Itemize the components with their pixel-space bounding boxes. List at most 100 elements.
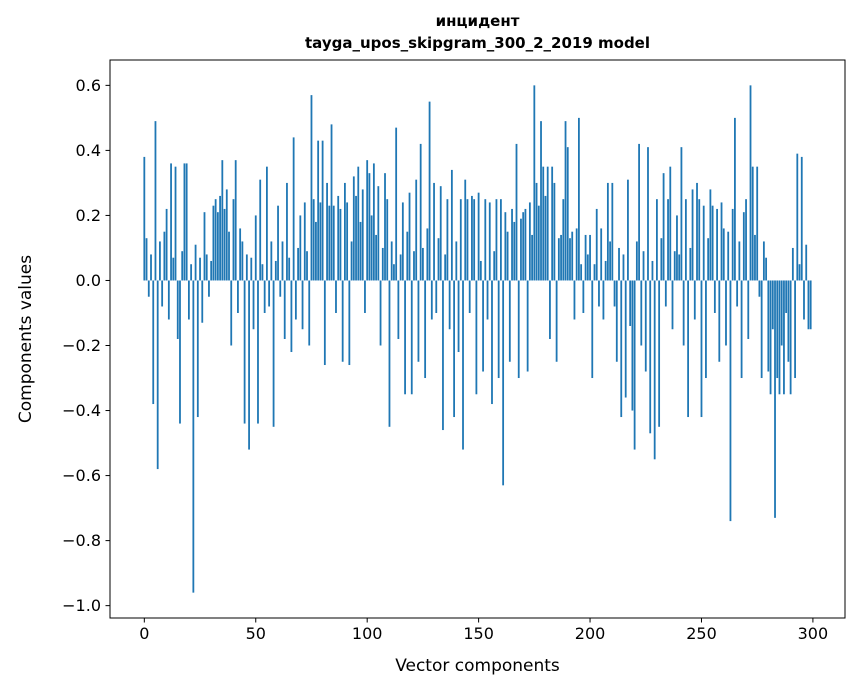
bar bbox=[778, 280, 781, 395]
bar bbox=[520, 218, 522, 281]
bar bbox=[239, 228, 242, 281]
y-tick-label: 0.6 bbox=[76, 76, 101, 95]
bar bbox=[223, 208, 226, 281]
bar bbox=[386, 199, 389, 281]
bar bbox=[791, 247, 794, 281]
bar bbox=[497, 280, 500, 379]
bar bbox=[578, 117, 580, 281]
bar bbox=[208, 280, 210, 297]
bar bbox=[292, 137, 295, 281]
bar bbox=[192, 280, 195, 593]
bar bbox=[517, 280, 520, 379]
bar bbox=[511, 208, 513, 281]
bar bbox=[196, 280, 199, 418]
bar bbox=[330, 124, 333, 281]
bar bbox=[613, 280, 616, 307]
bar bbox=[631, 280, 634, 411]
bar bbox=[219, 195, 221, 281]
bar bbox=[368, 173, 371, 281]
bar bbox=[388, 280, 391, 427]
bar bbox=[174, 166, 177, 281]
bar bbox=[551, 166, 554, 281]
bar bbox=[506, 231, 509, 281]
bar bbox=[486, 280, 489, 320]
bar bbox=[245, 254, 248, 281]
bar bbox=[326, 182, 328, 281]
bar bbox=[268, 280, 271, 307]
bar bbox=[419, 143, 422, 281]
bar bbox=[170, 163, 172, 281]
bar bbox=[199, 257, 201, 281]
bar bbox=[464, 179, 467, 281]
bar bbox=[415, 179, 418, 281]
bar bbox=[459, 199, 462, 281]
bar bbox=[203, 212, 206, 281]
bar bbox=[618, 247, 620, 281]
bar bbox=[742, 212, 745, 281]
bar bbox=[286, 182, 288, 281]
bar bbox=[317, 140, 320, 281]
bar bbox=[560, 234, 562, 281]
bar bbox=[678, 254, 681, 281]
bar bbox=[187, 280, 190, 320]
bar bbox=[557, 238, 560, 281]
bar bbox=[350, 241, 353, 281]
bar bbox=[482, 280, 484, 372]
bar bbox=[150, 254, 152, 281]
bar bbox=[181, 251, 184, 281]
bar bbox=[397, 280, 400, 339]
bar bbox=[635, 241, 638, 281]
bar bbox=[303, 202, 306, 281]
bar bbox=[622, 254, 625, 281]
bar bbox=[580, 264, 583, 281]
bar bbox=[466, 199, 469, 281]
bar bbox=[154, 121, 157, 281]
bar bbox=[740, 280, 743, 379]
bar bbox=[584, 234, 587, 281]
bar bbox=[341, 280, 344, 362]
bar bbox=[379, 280, 382, 346]
bar bbox=[798, 264, 801, 281]
bar bbox=[444, 254, 447, 281]
bar bbox=[299, 215, 302, 281]
bar bbox=[462, 280, 464, 450]
bar bbox=[707, 238, 710, 281]
bar bbox=[384, 173, 386, 281]
bar bbox=[734, 117, 736, 281]
bar bbox=[332, 205, 335, 281]
bar bbox=[372, 163, 375, 281]
bar bbox=[800, 156, 803, 281]
bar bbox=[796, 153, 799, 281]
bar bbox=[312, 199, 315, 281]
x-tick-label: 250 bbox=[686, 624, 717, 643]
bar bbox=[274, 260, 277, 281]
bar bbox=[747, 280, 750, 339]
bar bbox=[765, 257, 768, 281]
bar bbox=[448, 280, 451, 330]
bar bbox=[693, 280, 696, 320]
bar bbox=[477, 192, 480, 281]
bar bbox=[210, 260, 213, 281]
bar bbox=[272, 280, 275, 427]
bar bbox=[771, 280, 774, 330]
bar bbox=[252, 280, 255, 330]
bar bbox=[700, 280, 703, 418]
bar bbox=[531, 234, 533, 281]
bar bbox=[190, 264, 193, 281]
bar bbox=[809, 280, 812, 330]
bar bbox=[638, 143, 640, 281]
bar bbox=[711, 205, 714, 281]
bar bbox=[754, 234, 756, 281]
bar bbox=[738, 241, 741, 281]
bar bbox=[760, 280, 763, 379]
bar bbox=[573, 280, 576, 320]
y-tick-label: 0.2 bbox=[76, 206, 101, 225]
bar bbox=[725, 280, 727, 346]
bar bbox=[729, 280, 732, 522]
bar bbox=[143, 156, 146, 281]
bar bbox=[589, 234, 591, 281]
bar bbox=[526, 280, 529, 372]
plot-border bbox=[109, 59, 846, 619]
bar bbox=[301, 280, 304, 330]
bar bbox=[513, 221, 516, 281]
